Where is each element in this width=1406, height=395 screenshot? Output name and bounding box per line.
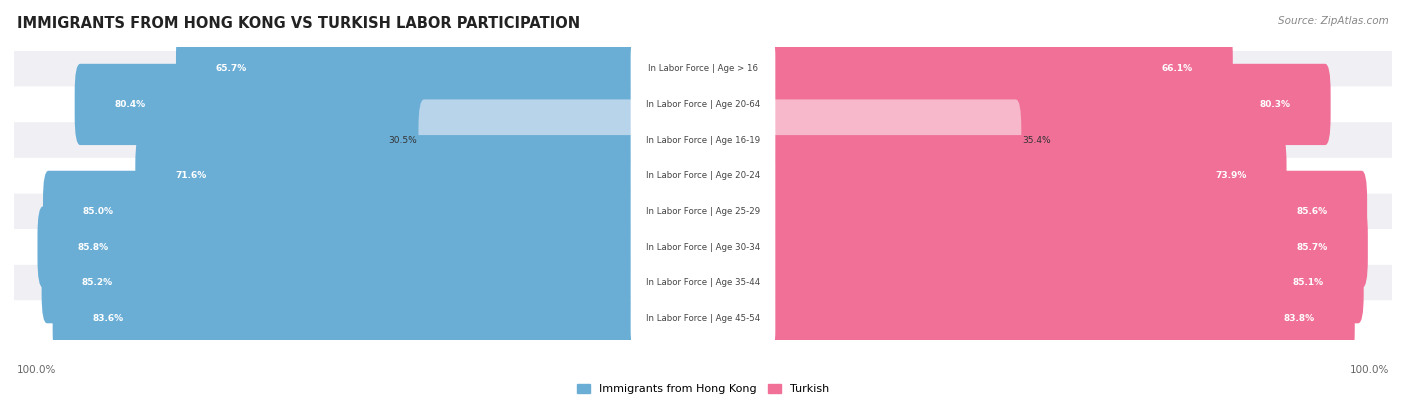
Text: 35.4%: 35.4% (1022, 135, 1052, 145)
FancyBboxPatch shape (766, 135, 1286, 216)
Text: 85.1%: 85.1% (1292, 278, 1323, 287)
Text: 80.3%: 80.3% (1260, 100, 1291, 109)
Text: In Labor Force | Age 20-24: In Labor Force | Age 20-24 (645, 171, 761, 180)
FancyBboxPatch shape (14, 51, 1392, 87)
Text: 65.7%: 65.7% (217, 64, 247, 73)
FancyBboxPatch shape (14, 122, 1392, 158)
Text: 85.7%: 85.7% (1296, 243, 1327, 252)
FancyBboxPatch shape (631, 217, 775, 277)
Text: 66.1%: 66.1% (1161, 64, 1192, 73)
Text: In Labor Force | Age 35-44: In Labor Force | Age 35-44 (645, 278, 761, 287)
FancyBboxPatch shape (631, 75, 775, 134)
FancyBboxPatch shape (766, 171, 1367, 252)
Text: 100.0%: 100.0% (1350, 365, 1389, 375)
FancyBboxPatch shape (631, 110, 775, 170)
FancyBboxPatch shape (766, 28, 1233, 109)
FancyBboxPatch shape (766, 64, 1330, 145)
FancyBboxPatch shape (14, 265, 1392, 301)
FancyBboxPatch shape (52, 278, 640, 359)
FancyBboxPatch shape (766, 242, 1364, 323)
Text: 71.6%: 71.6% (176, 171, 207, 180)
FancyBboxPatch shape (44, 171, 640, 252)
Text: 85.2%: 85.2% (82, 278, 112, 287)
FancyBboxPatch shape (766, 206, 1368, 288)
FancyBboxPatch shape (42, 242, 640, 323)
FancyBboxPatch shape (14, 229, 1392, 265)
Text: In Labor Force | Age 16-19: In Labor Force | Age 16-19 (645, 135, 761, 145)
FancyBboxPatch shape (14, 158, 1392, 194)
Text: In Labor Force | Age > 16: In Labor Force | Age > 16 (648, 64, 758, 73)
FancyBboxPatch shape (135, 135, 640, 216)
FancyBboxPatch shape (631, 253, 775, 312)
FancyBboxPatch shape (631, 288, 775, 348)
Text: 85.6%: 85.6% (1296, 207, 1327, 216)
FancyBboxPatch shape (631, 39, 775, 99)
FancyBboxPatch shape (14, 87, 1392, 122)
FancyBboxPatch shape (14, 301, 1392, 336)
Text: 80.4%: 80.4% (115, 100, 146, 109)
Text: 30.5%: 30.5% (388, 135, 418, 145)
FancyBboxPatch shape (631, 181, 775, 241)
FancyBboxPatch shape (766, 100, 1021, 181)
Text: 85.8%: 85.8% (77, 243, 108, 252)
Text: In Labor Force | Age 25-29: In Labor Force | Age 25-29 (645, 207, 761, 216)
Text: In Labor Force | Age 20-64: In Labor Force | Age 20-64 (645, 100, 761, 109)
FancyBboxPatch shape (14, 194, 1392, 229)
Text: In Labor Force | Age 30-34: In Labor Force | Age 30-34 (645, 243, 761, 252)
Text: Source: ZipAtlas.com: Source: ZipAtlas.com (1278, 16, 1389, 26)
Text: 83.6%: 83.6% (93, 314, 124, 323)
FancyBboxPatch shape (766, 278, 1355, 359)
FancyBboxPatch shape (631, 146, 775, 206)
FancyBboxPatch shape (419, 100, 640, 181)
Text: 100.0%: 100.0% (17, 365, 56, 375)
Text: IMMIGRANTS FROM HONG KONG VS TURKISH LABOR PARTICIPATION: IMMIGRANTS FROM HONG KONG VS TURKISH LAB… (17, 16, 581, 31)
Text: 83.8%: 83.8% (1284, 314, 1315, 323)
FancyBboxPatch shape (38, 206, 640, 288)
FancyBboxPatch shape (176, 28, 640, 109)
Text: 85.0%: 85.0% (83, 207, 114, 216)
Legend: Immigrants from Hong Kong, Turkish: Immigrants from Hong Kong, Turkish (572, 379, 834, 395)
FancyBboxPatch shape (75, 64, 640, 145)
Text: In Labor Force | Age 45-54: In Labor Force | Age 45-54 (645, 314, 761, 323)
Text: 73.9%: 73.9% (1215, 171, 1247, 180)
